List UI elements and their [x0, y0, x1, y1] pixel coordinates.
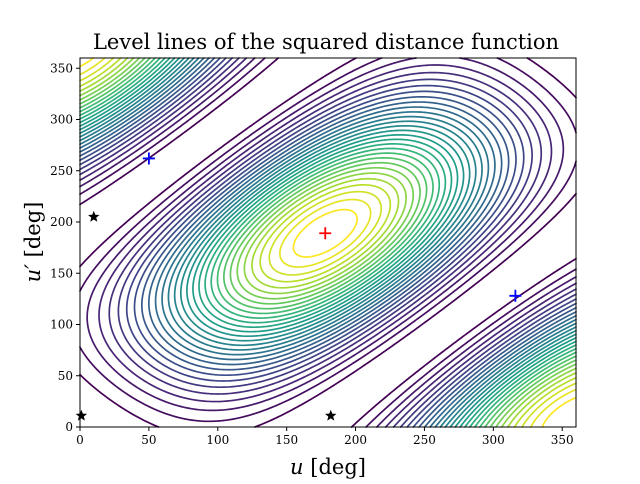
contour-level	[79, 57, 577, 428]
y-tick-label: 250	[50, 164, 73, 178]
x-axis: 0 50 100 150 200 250 300 350	[76, 427, 574, 447]
contour-level	[79, 57, 577, 428]
contour-level	[79, 57, 577, 428]
contour-level	[79, 57, 577, 428]
contour-level	[79, 57, 577, 428]
contour-level	[79, 57, 577, 428]
x-tick-label: 50	[141, 433, 156, 447]
y-tick-label: 0	[65, 420, 73, 434]
y-tick-label: 150	[50, 266, 73, 280]
y-tick-label: 100	[50, 318, 73, 332]
contour-level	[79, 57, 577, 428]
contour-level	[79, 57, 577, 428]
contour-level	[79, 57, 577, 428]
x-tick-label: 150	[275, 433, 298, 447]
y-tick-label: 200	[50, 215, 73, 229]
star-marker	[75, 409, 88, 421]
star-marker	[325, 409, 337, 421]
contour-level	[79, 57, 577, 428]
contour-level	[79, 57, 577, 428]
x-tick-label: 300	[482, 433, 505, 447]
contour-level	[79, 57, 577, 428]
plus-marker	[319, 227, 332, 240]
point-markers	[75, 152, 522, 421]
plus-marker	[509, 289, 522, 302]
contour-level	[79, 57, 577, 428]
contour-level	[79, 57, 577, 428]
contour-level	[79, 57, 577, 428]
star-marker	[88, 210, 100, 222]
x-tick-label: 350	[551, 433, 574, 447]
contour-lines	[79, 57, 577, 428]
contour-level	[79, 57, 577, 428]
y-tick-label: 300	[50, 113, 73, 127]
plot-frame	[79, 57, 577, 428]
x-tick-label: 0	[76, 433, 84, 447]
y-axis-label: u′ [deg]	[21, 202, 45, 283]
x-axis-label: u [deg]	[290, 455, 366, 479]
y-tick-label: 50	[58, 369, 73, 383]
x-tick-label: 100	[206, 433, 229, 447]
plus-marker	[142, 152, 155, 165]
contour-level	[79, 57, 577, 428]
chart-title: Level lines of the squared distance func…	[93, 30, 559, 54]
contour-level	[79, 57, 577, 428]
x-tick-label: 200	[344, 433, 367, 447]
x-tick-label: 250	[413, 433, 436, 447]
y-tick-label: 350	[50, 61, 73, 75]
y-axis: 0 50 100 150 200 250 300 350	[50, 61, 80, 434]
